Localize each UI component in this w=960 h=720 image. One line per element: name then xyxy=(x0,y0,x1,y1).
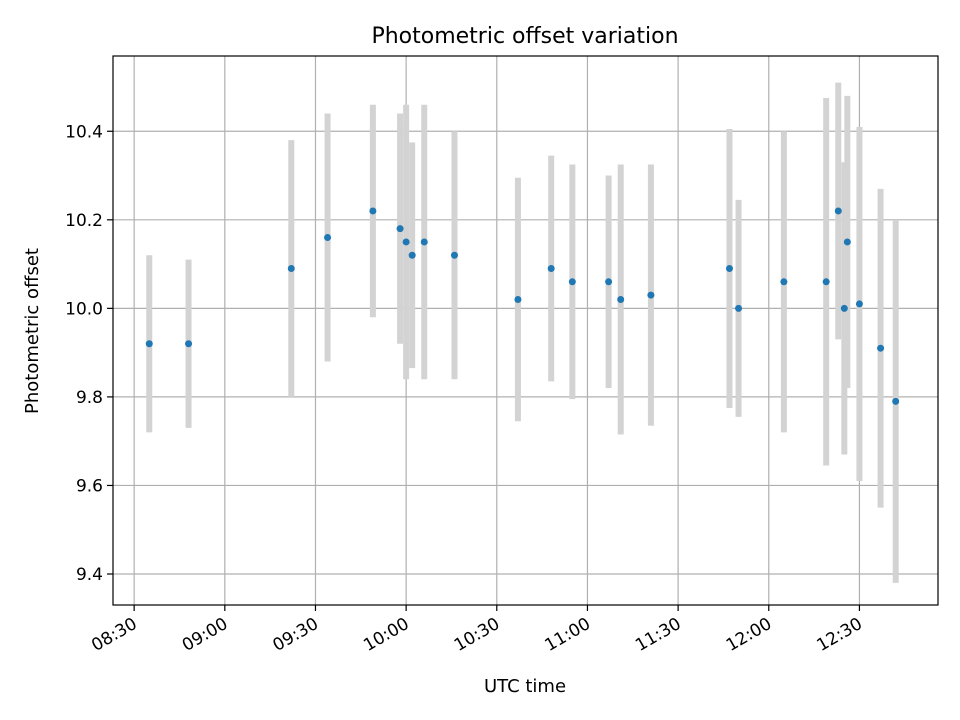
data-point xyxy=(725,265,733,273)
y-tick-label: 10.4 xyxy=(65,122,103,142)
data-point xyxy=(420,238,428,246)
y-tick-label: 9.6 xyxy=(76,476,103,496)
data-point xyxy=(396,225,404,233)
data-point xyxy=(185,340,193,348)
data-point xyxy=(450,251,458,259)
y-tick-label: 9.8 xyxy=(76,388,103,408)
data-point xyxy=(617,296,625,304)
data-point xyxy=(843,238,851,246)
data-point xyxy=(402,238,410,246)
data-point xyxy=(287,265,295,273)
data-point xyxy=(408,251,416,259)
data-point xyxy=(514,296,522,304)
data-point xyxy=(647,291,655,299)
data-points xyxy=(145,207,900,405)
x-axis-label: UTC time xyxy=(484,676,566,697)
data-point xyxy=(568,278,576,286)
data-point xyxy=(547,265,555,273)
data-point xyxy=(834,207,842,215)
chart-title: Photometric offset variation xyxy=(371,24,678,49)
data-point xyxy=(877,344,885,352)
plot-frame xyxy=(112,55,939,606)
data-point xyxy=(145,340,153,348)
data-point xyxy=(735,304,743,312)
data-point xyxy=(840,304,848,312)
y-axis-label: Photometric offset xyxy=(22,248,43,414)
data-point xyxy=(855,300,863,308)
data-point xyxy=(780,278,788,286)
y-tick-label: 9.4 xyxy=(76,565,103,585)
y-tick-label: 10.0 xyxy=(65,299,103,319)
data-point xyxy=(324,234,332,242)
y-tick-label: 10.2 xyxy=(65,211,103,231)
data-point xyxy=(892,397,900,405)
data-point xyxy=(822,278,830,286)
data-point xyxy=(369,207,377,215)
grid-lines xyxy=(113,56,938,605)
data-point xyxy=(605,278,613,286)
